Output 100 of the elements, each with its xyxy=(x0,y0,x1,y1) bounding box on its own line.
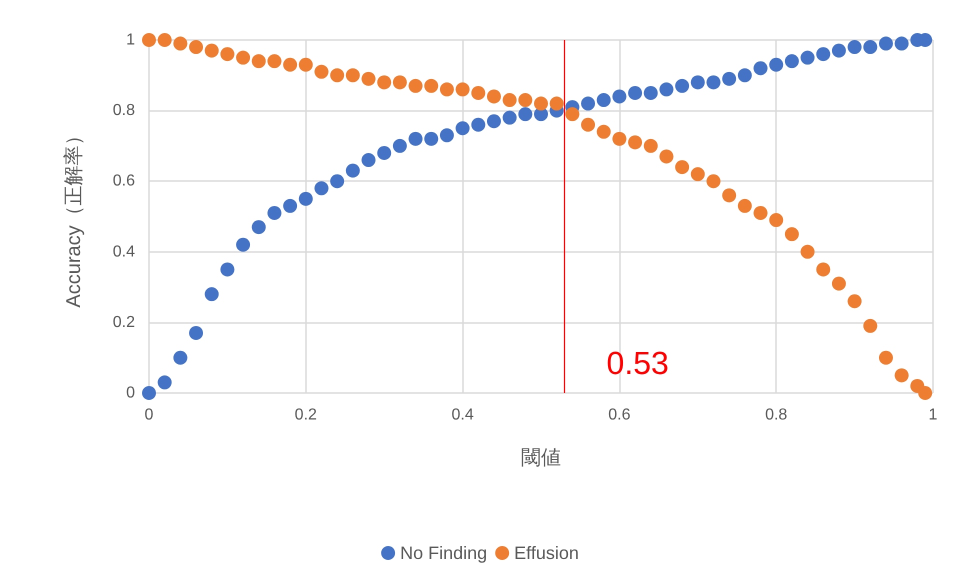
point xyxy=(738,198,752,213)
point xyxy=(722,72,736,86)
legend-label: No Finding xyxy=(400,543,488,563)
point xyxy=(424,132,438,146)
point xyxy=(894,368,909,382)
point xyxy=(236,238,250,252)
x-tick-label: 0.8 xyxy=(765,406,788,424)
point xyxy=(722,188,736,202)
point xyxy=(158,375,172,390)
legend-label: Effusion xyxy=(514,543,579,563)
point xyxy=(878,36,893,51)
point xyxy=(502,93,517,108)
x-tick-label: 0.2 xyxy=(294,406,318,424)
point xyxy=(816,47,830,62)
point xyxy=(628,135,642,150)
y-tick-label: 1 xyxy=(126,32,136,48)
point xyxy=(392,138,407,153)
point xyxy=(894,36,909,51)
point xyxy=(471,86,486,100)
point xyxy=(408,78,423,93)
y-axis-title: Accuracy（正解率） xyxy=(63,125,85,308)
point xyxy=(142,33,156,47)
point xyxy=(267,206,282,220)
point xyxy=(283,58,298,72)
point xyxy=(690,167,705,182)
point xyxy=(848,40,862,54)
point xyxy=(784,227,799,242)
point xyxy=(581,96,596,111)
ref-line-label: 0.53 xyxy=(606,345,669,381)
point xyxy=(644,138,658,153)
point xyxy=(502,110,517,125)
point xyxy=(628,86,642,100)
point xyxy=(832,44,846,58)
point xyxy=(377,75,392,90)
point xyxy=(392,75,407,90)
point xyxy=(800,244,815,259)
point xyxy=(659,82,674,96)
point xyxy=(769,213,784,228)
point xyxy=(769,58,784,72)
point xyxy=(754,61,768,76)
point xyxy=(314,64,328,79)
y-tick-label: 0 xyxy=(126,384,136,402)
point xyxy=(424,78,438,93)
point xyxy=(612,132,626,146)
y-tick-label: 0.6 xyxy=(112,172,136,190)
point xyxy=(189,40,204,54)
point xyxy=(252,54,266,68)
point xyxy=(918,386,932,400)
point xyxy=(518,107,532,122)
point xyxy=(330,174,344,188)
point xyxy=(408,132,423,146)
y-tick-label: 0.2 xyxy=(112,314,136,331)
point xyxy=(706,75,720,90)
point xyxy=(550,96,564,111)
point xyxy=(644,86,658,100)
point xyxy=(816,262,830,276)
point xyxy=(534,96,548,111)
point xyxy=(440,82,454,96)
point xyxy=(612,89,626,104)
point xyxy=(252,220,266,234)
point xyxy=(486,114,501,128)
point xyxy=(346,164,360,178)
point xyxy=(267,54,282,68)
point xyxy=(362,72,376,86)
point xyxy=(800,50,815,65)
point xyxy=(298,192,313,206)
point xyxy=(189,326,204,340)
point xyxy=(596,124,611,139)
point xyxy=(675,160,690,174)
point xyxy=(173,350,188,365)
point xyxy=(440,128,454,142)
x-tick-label: 0.4 xyxy=(451,406,474,424)
x-axis-title: 閾値 xyxy=(521,447,561,469)
point xyxy=(298,58,313,72)
point xyxy=(738,68,752,82)
point xyxy=(486,89,501,104)
point xyxy=(596,93,611,108)
point xyxy=(377,146,392,160)
point xyxy=(863,40,878,54)
point xyxy=(863,318,878,333)
point xyxy=(690,75,705,90)
point xyxy=(220,262,234,276)
point xyxy=(173,36,188,51)
point xyxy=(754,206,768,220)
point xyxy=(314,181,328,196)
x-tick-label: 1 xyxy=(928,406,938,424)
point xyxy=(204,287,219,302)
point xyxy=(706,174,720,188)
point xyxy=(142,386,156,400)
y-tick-label: 0.4 xyxy=(112,243,136,260)
point xyxy=(346,68,360,82)
point xyxy=(283,198,298,213)
point xyxy=(832,276,846,291)
point xyxy=(675,78,690,93)
point xyxy=(784,54,799,68)
x-tick-label: 0 xyxy=(144,406,154,424)
point xyxy=(659,149,674,164)
x-tick-label: 0.6 xyxy=(608,406,631,424)
point xyxy=(878,350,893,365)
point xyxy=(204,44,219,58)
